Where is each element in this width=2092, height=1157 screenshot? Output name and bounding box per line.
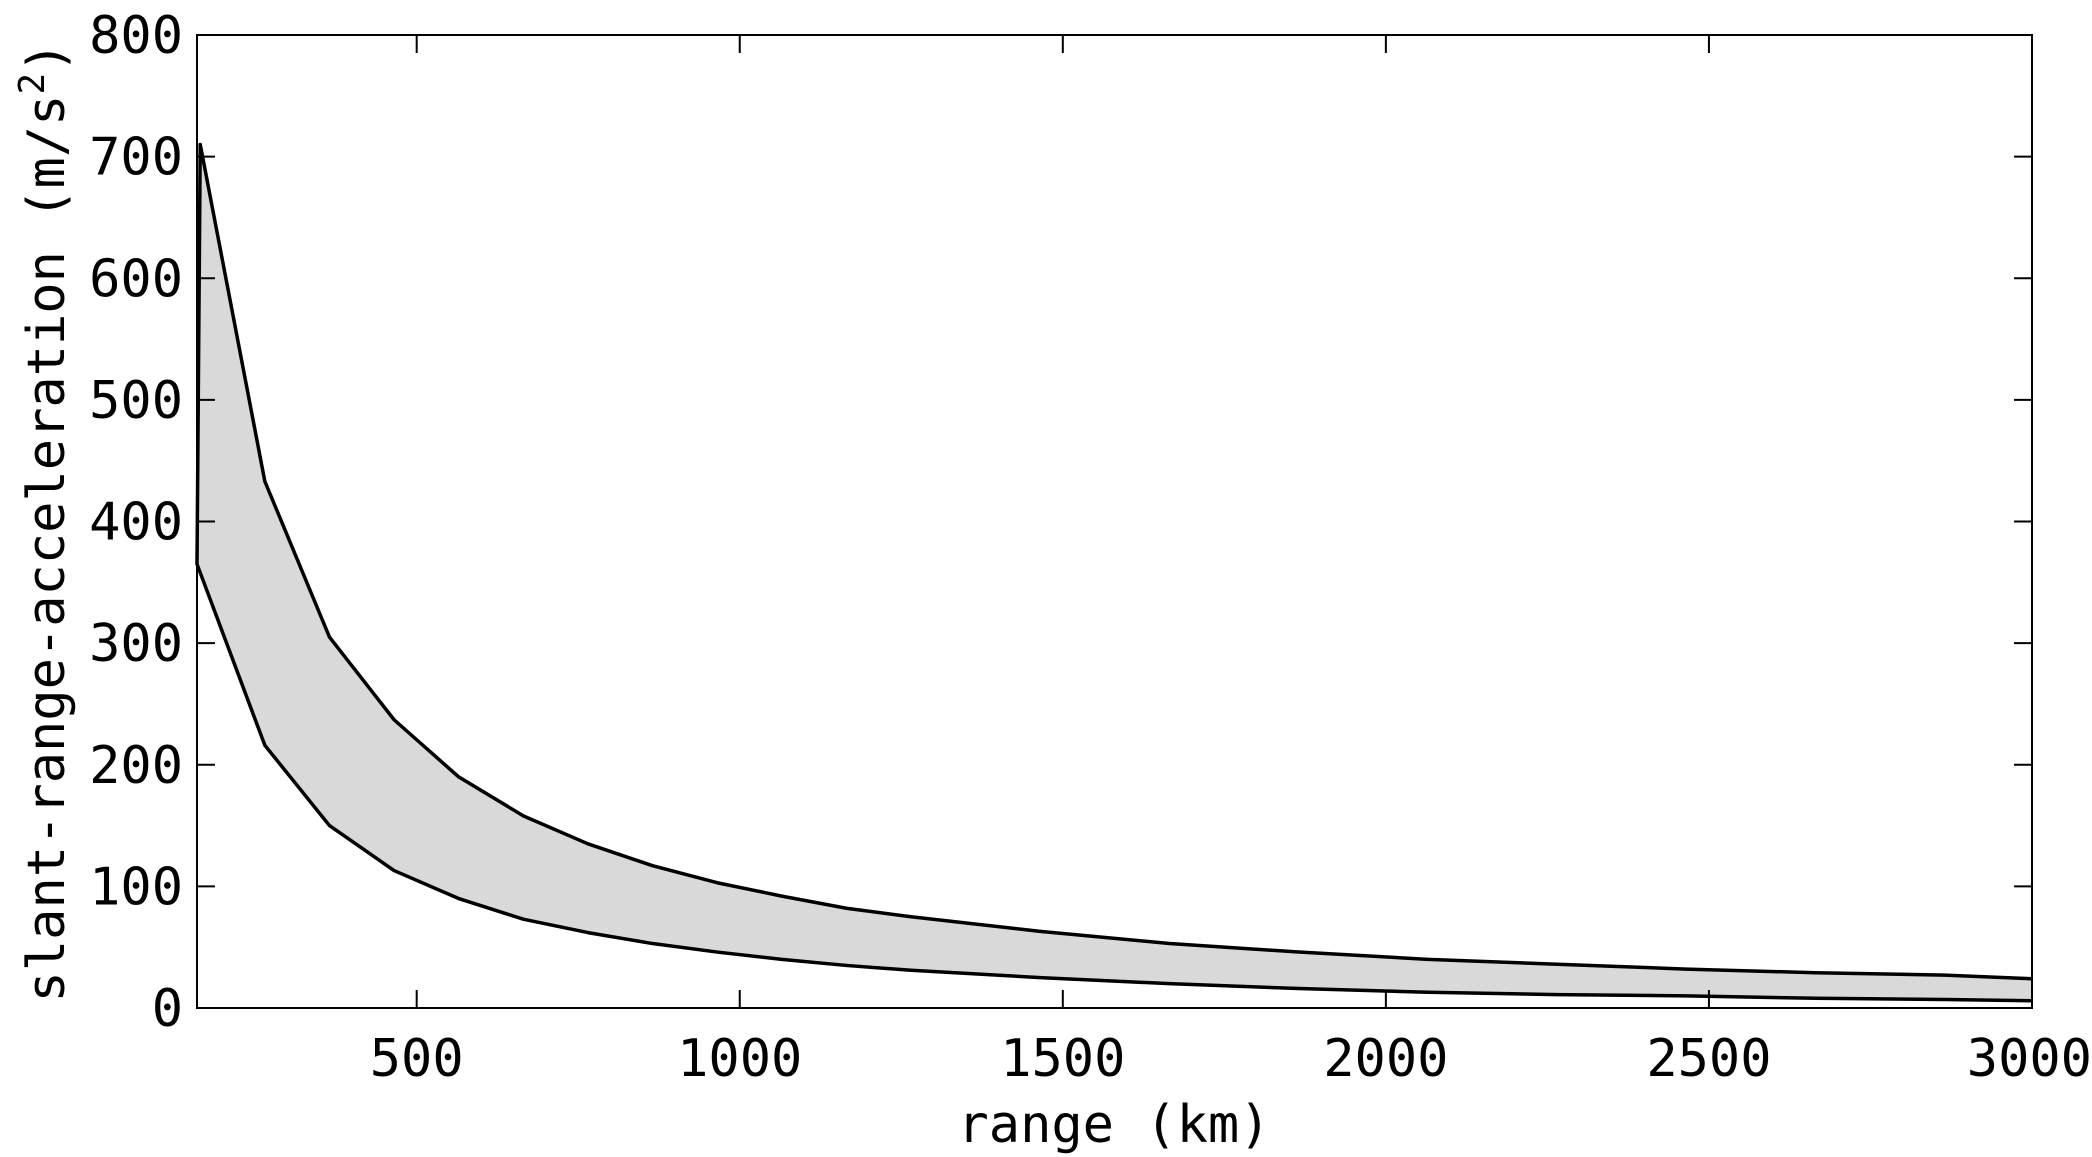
y-tick-label-800: 800: [89, 6, 183, 66]
x-tick-label-1500: 1500: [1000, 1029, 1125, 1089]
y-tick-label-700: 700: [89, 128, 183, 188]
label-layer: 500 1000 1500 2000 2500 3000 0 100 200 300 400 500 6…: [89, 6, 2092, 1089]
band-boundary-line: [195, 142, 2033, 1003]
x-tick-label-2000: 2000: [1323, 1029, 1448, 1089]
x-tick-label-500: 500: [370, 1029, 464, 1089]
x-tick-label-1000: 1000: [677, 1029, 802, 1089]
y-axis-label-superscript: 2: [12, 73, 53, 95]
y-tick-label-200: 200: [89, 736, 183, 796]
y-axis-label-close: ): [17, 42, 77, 73]
plot-frame: [196, 34, 2033, 1009]
shaded-band: [197, 144, 2032, 1001]
x-tick-label-2500: 2500: [1646, 1029, 1771, 1089]
y-tick-label-300: 300: [89, 614, 183, 674]
y-axis-label: slant-range-acceleration (m/s2): [12, 42, 77, 1003]
y-tick-label-0: 0: [152, 979, 183, 1039]
y-axis-label-main: slant-range-acceleration (m/s: [17, 95, 77, 1003]
band-layer: [197, 144, 2032, 1001]
y-tick-label-100: 100: [89, 857, 183, 917]
y-tick-label-500: 500: [89, 371, 183, 431]
line-layer: [195, 142, 2033, 1003]
x-axis-label: range (km): [957, 1095, 1270, 1155]
x-tick-label-3000: 3000: [1967, 1029, 2092, 1089]
y-tick-label-600: 600: [89, 249, 183, 309]
y-tick-label-400: 400: [89, 493, 183, 553]
